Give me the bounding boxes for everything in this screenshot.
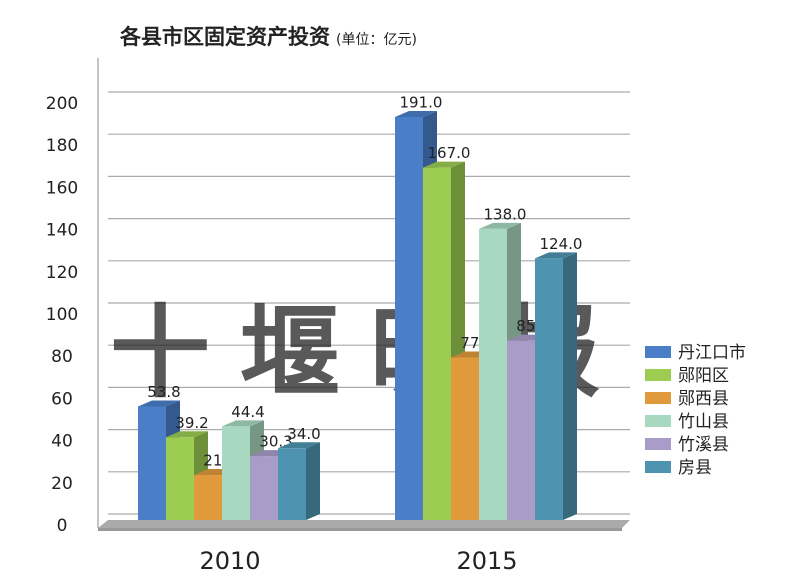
bar-top xyxy=(395,110,437,117)
legend-label: 竹山县 xyxy=(678,412,729,432)
bar-top xyxy=(166,431,208,438)
y-tick-label: 0 xyxy=(57,516,68,536)
y-tick-label: 180 xyxy=(46,136,78,156)
bar-top xyxy=(278,442,320,449)
value-label: 53.8 xyxy=(147,383,180,401)
floor-front xyxy=(98,528,622,531)
x-tick-label: 2010 xyxy=(199,547,260,575)
bar xyxy=(423,167,451,520)
bar xyxy=(395,116,423,521)
legend-label: 房县 xyxy=(678,458,712,478)
bars: 53.839.221.344.430.334.0191.0167.077.013… xyxy=(138,93,583,521)
bar-top xyxy=(222,420,264,427)
legend-label: 郧西县 xyxy=(678,389,729,409)
y-tick-label: 120 xyxy=(46,263,78,283)
value-label: 191.0 xyxy=(400,93,443,111)
floor xyxy=(98,520,630,528)
y-tick-label: 40 xyxy=(51,432,73,452)
chart-subtitle: (单位：亿元) xyxy=(336,32,417,48)
y-tick-label: 80 xyxy=(51,347,73,367)
legend-label: 郧阳区 xyxy=(678,366,729,386)
bar-top xyxy=(138,400,180,407)
y-tick-label: 160 xyxy=(46,178,78,198)
value-label: 138.0 xyxy=(484,205,527,223)
legend-swatch xyxy=(645,392,671,404)
legend-label: 丹江口市 xyxy=(678,343,746,363)
legend-swatch xyxy=(645,346,671,358)
bar xyxy=(507,340,535,520)
bar-side xyxy=(563,252,577,521)
bar-top xyxy=(479,222,521,229)
chart-title: 各县市区固定资产投资 xyxy=(119,25,330,49)
legend-swatch xyxy=(645,415,671,427)
value-label: 167.0 xyxy=(428,144,471,162)
x-tick-label: 2015 xyxy=(456,547,517,575)
bar xyxy=(278,448,306,520)
value-label: 124.0 xyxy=(540,235,583,253)
legend-swatch xyxy=(645,461,671,473)
legend-swatch xyxy=(645,369,671,381)
bar xyxy=(222,426,250,520)
y-tick-label: 200 xyxy=(46,94,78,114)
bar xyxy=(194,475,222,520)
bar xyxy=(479,228,507,520)
bar-top xyxy=(535,252,577,259)
bar xyxy=(166,437,194,520)
value-label: 44.4 xyxy=(231,403,264,421)
bar xyxy=(250,456,278,520)
y-tick-label: 20 xyxy=(51,474,73,494)
bar-top xyxy=(423,161,465,168)
legend-swatch xyxy=(645,438,671,450)
legend-label: 竹溪县 xyxy=(678,435,729,455)
bar xyxy=(535,258,563,520)
value-label: 34.0 xyxy=(287,425,320,443)
bar-side xyxy=(306,442,320,520)
bar xyxy=(451,357,479,520)
y-tick-label: 60 xyxy=(51,389,73,409)
y-tick-label: 100 xyxy=(46,305,78,325)
y-tick-label: 140 xyxy=(46,221,78,241)
value-label: 39.2 xyxy=(175,414,208,432)
bar xyxy=(138,406,166,520)
